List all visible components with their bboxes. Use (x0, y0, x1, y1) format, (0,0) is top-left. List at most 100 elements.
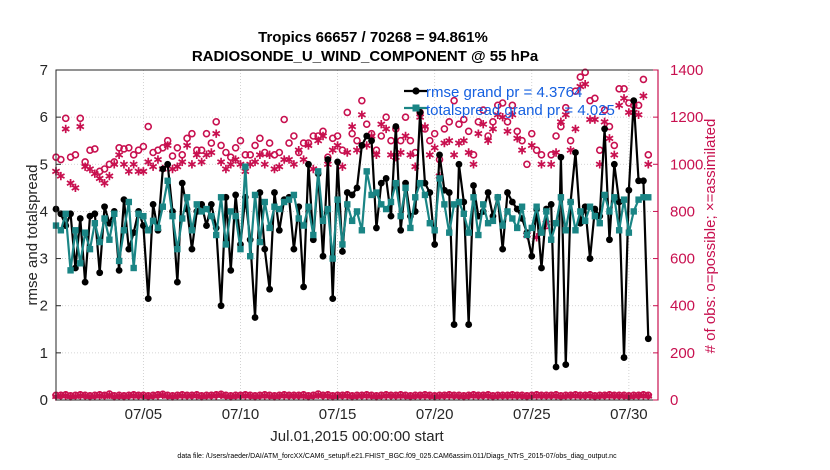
obs-assimilated-point (639, 91, 648, 101)
obs-possible-point (464, 127, 473, 136)
rmse-point (538, 264, 545, 272)
obs-possible-point (498, 99, 507, 107)
x-tick-label: 07/10 (222, 406, 260, 423)
totalspread-point (441, 201, 448, 208)
totalspread-point (416, 179, 424, 187)
obs-possible-point (222, 148, 230, 157)
y-axis-label: rmse and totalspread (24, 165, 41, 306)
totalspread-point (164, 177, 171, 184)
obs-possible-point (260, 148, 269, 157)
obs-assimilated-point (420, 122, 430, 131)
obs-possible-point (212, 118, 221, 126)
totalspread-point (77, 260, 84, 267)
totalspread-point (310, 231, 317, 239)
obs-possible-point (474, 118, 483, 126)
obs-possible-point (251, 141, 259, 150)
rmse-point (562, 361, 570, 369)
rmse-point (227, 266, 235, 274)
totalspread-point (382, 205, 390, 213)
obs-possible-point (527, 129, 536, 138)
totalspread-point (465, 229, 472, 236)
rmse-point (625, 186, 633, 194)
obs-assimilated-point (474, 129, 483, 138)
obs-assimilated-point (289, 160, 298, 169)
totalspread-point (324, 205, 332, 213)
obs-assimilated-point (216, 390, 226, 400)
x-axis-label: Jul.01,2015 00:00:00 start (270, 428, 444, 445)
rmse-point (125, 245, 133, 253)
rmse-point (436, 151, 443, 159)
totalspread-point (120, 227, 128, 234)
totalspread-point (543, 208, 550, 215)
obs-assimilated-point (144, 157, 153, 167)
totalspread-point (237, 245, 244, 253)
obs-possible-point (634, 101, 643, 110)
obs-possible-point (382, 113, 390, 121)
obs-assimilated-point (173, 162, 182, 171)
y-tick-label: 2 (40, 298, 48, 315)
y-tick-label: 7 (40, 62, 48, 79)
obs-assimilated-point (299, 391, 308, 400)
obs-possible-point (207, 139, 216, 147)
obs-assimilated-point (265, 150, 274, 160)
totalspread-point (135, 210, 142, 217)
y2-tick-label: 1400 (670, 62, 703, 79)
x-axis: 07/05 07/10 07/15 07/20 07/25 07/30 (125, 395, 648, 423)
obs-possible-point (610, 141, 619, 150)
totalspread-point (72, 227, 79, 234)
rmse-point (261, 245, 269, 253)
legend-rmse-marker (412, 87, 420, 95)
y2-tick-label: 1200 (670, 109, 703, 126)
totalspread-point (159, 203, 167, 210)
totalspread-point (397, 212, 404, 220)
obs-assimilated-point (459, 136, 468, 145)
rmse-point (339, 248, 346, 255)
obs-assimilated-point (115, 150, 124, 160)
obs-possible-point (639, 75, 648, 84)
obs-assimilated-point (527, 141, 536, 150)
obs-possible-point (285, 139, 293, 147)
obs-possible-point (144, 122, 153, 131)
obs-possible-point (600, 106, 609, 114)
obs-assimilated-point (323, 391, 332, 400)
rmse-point (484, 189, 492, 196)
rmse-point (382, 175, 390, 182)
obs-assimilated-point (61, 391, 70, 400)
totalspread-point (203, 205, 210, 213)
obs-assimilated-point (488, 124, 498, 134)
totalspread-point (494, 194, 501, 201)
obs-assimilated-point (275, 162, 284, 171)
y-tick-label: 1 (40, 345, 48, 362)
rmse-point (470, 182, 477, 189)
obs-assimilated-point (605, 134, 614, 143)
totalspread-point (149, 217, 157, 225)
totalspread-point (280, 198, 288, 206)
x-tick-label: 07/25 (513, 406, 551, 423)
totalspread-point (460, 210, 468, 217)
totalspread-point (450, 201, 458, 208)
obs-possible-point (532, 146, 541, 154)
obs-assimilated-point (56, 171, 65, 181)
obs-possible-point (440, 125, 449, 133)
obs-assimilated-point (571, 124, 580, 134)
obs-possible-point (566, 136, 575, 145)
totalspread-point (606, 208, 613, 215)
rmse-point (76, 215, 84, 222)
obs-assimilated-point (250, 157, 260, 167)
obs-possible-point (333, 132, 342, 140)
y2-tick-label: 0 (670, 392, 678, 409)
obs-assimilated-point (581, 79, 590, 89)
rmse-point (610, 160, 618, 168)
x-tick-label: 07/15 (319, 406, 357, 423)
obs-assimilated-point (377, 120, 386, 129)
y-tick-label: 6 (40, 109, 48, 126)
rmse-point (397, 226, 405, 234)
rmse-point (640, 177, 647, 185)
obs-possible-point (547, 151, 555, 159)
totalspread-point (329, 255, 336, 262)
rmse-point (164, 160, 172, 168)
totalspread-point (140, 212, 147, 220)
totalspread-point (392, 179, 400, 187)
obs-possible-point (76, 114, 85, 123)
